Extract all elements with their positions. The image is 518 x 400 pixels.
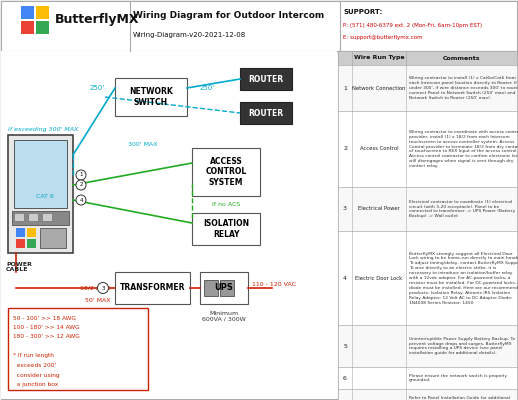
Bar <box>14 213 24 221</box>
Bar <box>338 231 517 325</box>
Circle shape <box>97 282 108 294</box>
Text: Wiring Diagram for Outdoor Intercom: Wiring Diagram for Outdoor Intercom <box>133 12 324 20</box>
Bar <box>220 280 234 296</box>
Bar <box>8 308 148 390</box>
Bar <box>338 389 517 400</box>
Text: 3: 3 <box>343 206 347 212</box>
Text: Electric Door Lock: Electric Door Lock <box>355 276 402 280</box>
Bar <box>12 211 69 225</box>
Text: * If run length: * If run length <box>13 354 54 358</box>
Text: ROUTER: ROUTER <box>249 108 283 118</box>
Text: If exceeding 300' MAX: If exceeding 300' MAX <box>8 128 78 132</box>
Bar <box>200 272 248 304</box>
Bar <box>36 6 49 19</box>
Text: 4: 4 <box>79 198 83 202</box>
Text: If no ACS: If no ACS <box>212 202 240 206</box>
Text: ISOLATION
RELAY: ISOLATION RELAY <box>203 219 249 239</box>
Text: Wiring contractor to install (1) x Cat6a/Cat6 from
each Intercom panel location : Wiring contractor to install (1) x Cat6a… <box>409 76 518 100</box>
Circle shape <box>76 170 86 180</box>
Bar <box>8 135 73 253</box>
Text: 2: 2 <box>343 146 347 152</box>
Circle shape <box>76 195 86 205</box>
Circle shape <box>76 180 86 190</box>
Text: SUPPORT:: SUPPORT: <box>343 9 382 15</box>
Text: UPS: UPS <box>214 284 234 292</box>
Bar <box>192 148 260 196</box>
Bar <box>14 140 67 208</box>
Bar <box>1 1 517 51</box>
Text: 50' MAX: 50' MAX <box>85 298 110 302</box>
Text: TRANSFORMER: TRANSFORMER <box>120 284 185 292</box>
Text: consider using: consider using <box>13 372 60 378</box>
Text: Wiring-Diagram-v20-2021-12-08: Wiring-Diagram-v20-2021-12-08 <box>133 32 246 38</box>
Bar <box>16 228 25 237</box>
Text: Network Connection: Network Connection <box>352 86 406 90</box>
Text: Wire Run Type: Wire Run Type <box>354 56 405 60</box>
Bar <box>40 228 66 248</box>
Text: P: (571) 480-6379 ext. 2 (Mon-Fri, 6am-10pm EST): P: (571) 480-6379 ext. 2 (Mon-Fri, 6am-1… <box>343 22 482 28</box>
Bar <box>21 6 34 19</box>
Text: 1: 1 <box>343 86 347 90</box>
Text: 250': 250' <box>90 85 105 91</box>
Bar <box>192 213 260 245</box>
Text: Access Control: Access Control <box>359 146 398 152</box>
Bar <box>338 111 517 187</box>
Text: Electrical Power: Electrical Power <box>358 206 400 212</box>
Text: POWER
CABLE: POWER CABLE <box>6 262 32 272</box>
Text: 4: 4 <box>343 276 347 280</box>
Text: 100 - 180' >> 14 AWG: 100 - 180' >> 14 AWG <box>13 325 80 330</box>
Text: exceeds 200': exceeds 200' <box>13 363 56 368</box>
Bar <box>338 367 517 389</box>
Text: 110 - 120 VAC: 110 - 120 VAC <box>252 282 296 286</box>
Text: 50 - 100' >> 18 AWG: 50 - 100' >> 18 AWG <box>13 316 76 320</box>
Text: ACCESS
CONTROL
SYSTEM: ACCESS CONTROL SYSTEM <box>205 157 247 187</box>
Text: Minimum
600VA / 300W: Minimum 600VA / 300W <box>202 310 246 322</box>
Bar <box>338 51 517 65</box>
Bar <box>204 280 218 296</box>
Text: 3: 3 <box>101 286 105 290</box>
Text: Uninterruptible Power Supply Battery Backup. To
prevent voltage drops and surges: Uninterruptible Power Supply Battery Bac… <box>409 337 515 355</box>
Bar <box>338 51 517 399</box>
Text: 180 - 300' >> 12 AWG: 180 - 300' >> 12 AWG <box>13 334 80 340</box>
Text: E: support@butterflymx.com: E: support@butterflymx.com <box>343 34 423 40</box>
Text: Please ensure the network switch is properly
grounded.: Please ensure the network switch is prop… <box>409 374 507 382</box>
Text: ButterflyMX: ButterflyMX <box>55 12 139 26</box>
Text: Refer to Panel Installation Guide for additional
details. Leave 6' service loop : Refer to Panel Installation Guide for ad… <box>409 396 516 400</box>
Text: ROUTER: ROUTER <box>249 74 283 84</box>
Text: 18/2 AWG: 18/2 AWG <box>80 286 111 290</box>
Text: Comments: Comments <box>443 56 480 60</box>
Text: NETWORK
SWITCH: NETWORK SWITCH <box>129 87 173 107</box>
Bar <box>28 213 38 221</box>
Bar <box>21 21 34 34</box>
Bar <box>240 68 292 90</box>
Bar <box>16 239 25 248</box>
Bar <box>240 102 292 124</box>
Bar <box>42 213 52 221</box>
Text: Electrical contractor to coordinate (1) electrical
circuit (with 3-20 receptacle: Electrical contractor to coordinate (1) … <box>409 200 515 218</box>
Bar <box>27 239 36 248</box>
Bar <box>1 51 337 399</box>
Text: ButterflyMX strongly suggest all Electrical Door
Lock wiring to be home-run dire: ButterflyMX strongly suggest all Electri… <box>409 252 518 304</box>
Text: 6: 6 <box>343 376 347 380</box>
Bar <box>27 228 36 237</box>
Text: 1: 1 <box>79 172 83 178</box>
Bar <box>338 65 517 111</box>
Text: 5: 5 <box>343 344 347 348</box>
Text: CAT 6: CAT 6 <box>36 194 54 198</box>
Text: Wiring contractor to coordinate with access control
provider, install (1) x 18/2: Wiring contractor to coordinate with acc… <box>409 130 518 168</box>
Bar <box>115 78 187 116</box>
Bar <box>115 272 190 304</box>
Text: 300' MAX: 300' MAX <box>128 142 157 148</box>
Text: 2: 2 <box>79 182 83 188</box>
Bar <box>36 21 49 34</box>
Bar <box>338 325 517 367</box>
Bar <box>338 187 517 231</box>
Text: a junction box: a junction box <box>13 382 58 387</box>
Text: 250': 250' <box>199 85 214 91</box>
